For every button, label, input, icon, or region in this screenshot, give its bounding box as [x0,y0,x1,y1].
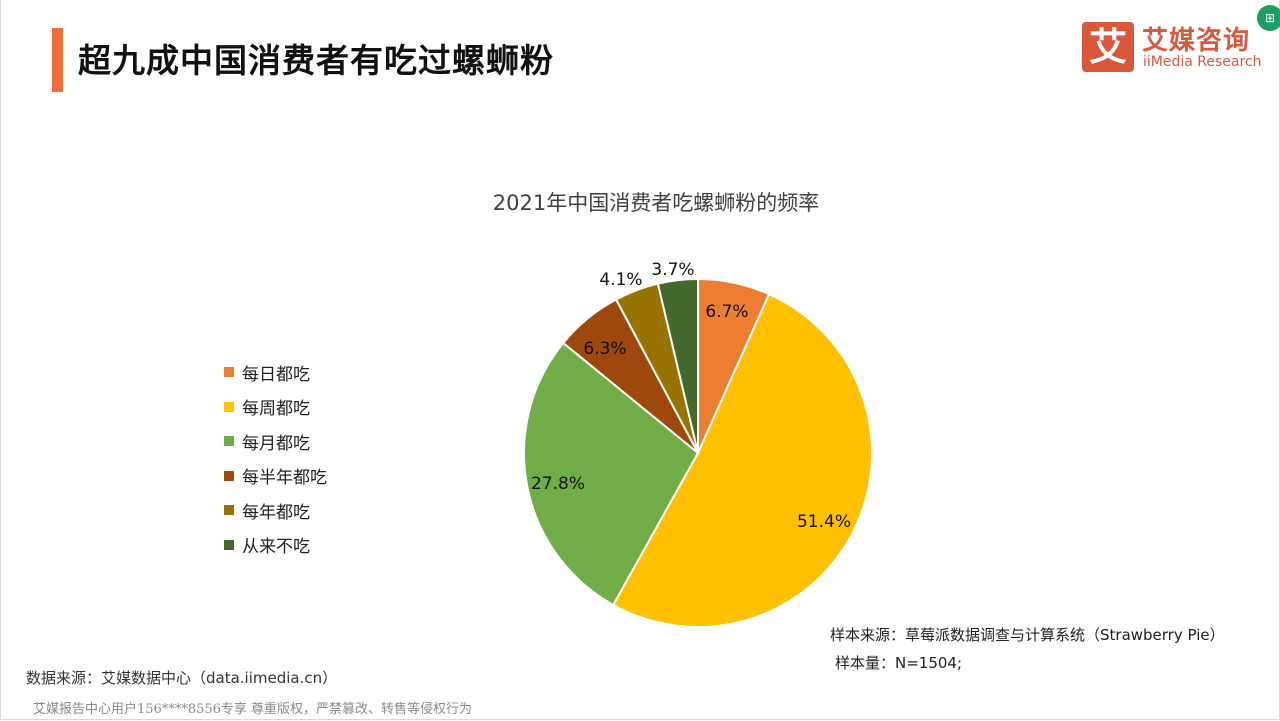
sample-size-note: 样本量：N=1504; [835,654,963,672]
legend-label: 从来不吃 [242,537,310,558]
page-title: 超九成中国消费者有吃过螺蛳粉 [78,41,554,80]
legend-swatch [224,539,234,550]
chart-title: 2021年中国消费者吃螺蛳粉的频率 [492,191,820,215]
data-source: 数据来源：艾媒数据中心（data.iimedia.cn） [26,669,338,687]
copyright-notice: 艾媒报告中心用户156****8556专享 尊重版权，严禁篡改、转售等侵权行为 [33,702,473,717]
logo-name-cn: 艾媒咨询 [1142,26,1251,56]
pie-data-label: 51.4% [797,512,851,532]
legend-label: 每日都吃 [242,364,310,385]
chart-legend: 每日都吃 每周都吃 每月都吃 每半年都吃 每年都吃 从来不吃 [224,355,327,562]
sample-source-note: 样本来源：草莓派数据调查与计算系统（Strawberry Pie） [830,626,1225,644]
legend-swatch [224,505,234,516]
legend-item: 从来不吃 [224,528,327,563]
legend-swatch [224,367,234,378]
pie-slice [523,341,700,607]
pie-data-label: 6.3% [583,339,626,359]
pie-data-label: 6.7% [705,302,748,322]
legend-item: 每年都吃 [224,493,327,528]
iimedia-logo: 艾 艾媒咨询 iiMedia Research [1082,22,1262,74]
logo-name-en: iiMedia Research [1143,54,1262,70]
legend-item: 每日都吃 [224,355,327,390]
logo-mark-icon: 艾 [1082,22,1134,72]
pie-data-label: 4.1% [599,270,642,290]
legend-swatch [224,401,234,412]
pie-slice [611,292,873,628]
pie-data-label: 3.7% [651,260,694,280]
table-export-icon: ⊞ [1264,11,1276,25]
pie-slice [656,277,699,454]
title-accent-bar [52,28,63,92]
legend-item: 每周都吃 [224,390,327,425]
legend-item: 每半年都吃 [224,459,327,494]
legend-swatch [224,436,234,447]
legend-label: 每周都吃 [242,399,310,420]
legend-label: 每半年都吃 [242,468,327,489]
table-export-button[interactable]: ⊞ [1257,5,1280,31]
legend-item: 每月都吃 [224,424,327,459]
legend-label: 每年都吃 [242,502,310,523]
pie-data-label: 27.8% [531,474,585,494]
legend-label: 每月都吃 [242,433,310,454]
legend-swatch [224,470,234,481]
